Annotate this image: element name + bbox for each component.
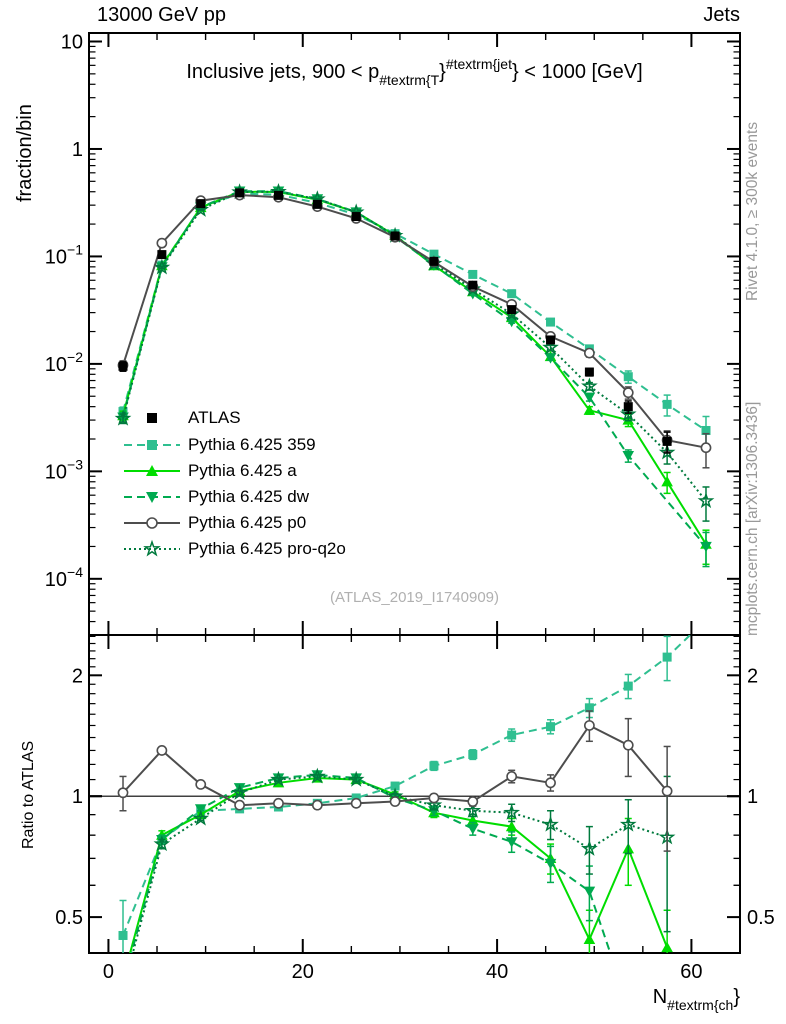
mcplots-reference-note: mcplots.cern.ch [arXiv:1306.3436]: [744, 401, 761, 636]
svg-text:1: 1: [72, 786, 83, 808]
svg-text:1: 1: [747, 786, 758, 808]
plot-title-brace2: }: [511, 61, 519, 83]
plot-title-superscript: #textrm{jet: [445, 56, 512, 72]
series-pythia-6-425-359: [118, 635, 692, 953]
x-axis-title-close: }: [733, 986, 740, 1008]
legend-swatch-pythia-a: [124, 465, 180, 476]
beam-energy-label: 13000 GeV pp: [97, 4, 226, 26]
plot-title-prefix: Inclusive jets, 900 < p: [186, 61, 380, 83]
legend-item-pythia-dw: Pythia 6.425 dw: [122, 486, 309, 508]
legend-label-pythia-pro-q2o: Pythia 6.425 pro-q2o: [188, 539, 346, 558]
legend-swatch-pythia-pro-q2o: [124, 539, 180, 557]
legend-swatch-pythia-dw: [124, 492, 180, 503]
legend-label-pythia-dw: Pythia 6.425 dw: [188, 487, 309, 506]
svg-text:10−1: 10−1: [45, 241, 83, 268]
legend-item-pythia-359: Pythia 6.425 359: [122, 434, 316, 456]
series-pythia-6-425-dw: [130, 770, 612, 953]
main-y-axis-title: fraction/bin: [14, 104, 36, 202]
legend-label-pythia-a: Pythia 6.425 a: [188, 461, 297, 480]
svg-text:2: 2: [72, 665, 83, 687]
ratio-y-axis-title: Ratio to ATLAS: [20, 740, 37, 849]
svg-text:2: 2: [747, 665, 758, 687]
legend-swatch-atlas: [147, 413, 157, 423]
legend-item-pythia-p0: Pythia 6.425 p0: [122, 512, 306, 534]
series-atlas: [118, 188, 672, 454]
svg-text:1: 1: [72, 139, 83, 161]
svg-text:60: 60: [680, 961, 702, 983]
panel-axes-ratio: 0 20 40 60 2 2 1 1 0.5 0.5: [55, 634, 775, 983]
legend-label-pythia-359: Pythia 6.425 359: [188, 435, 316, 454]
svg-text:10−3: 10−3: [45, 456, 83, 483]
svg-text:20: 20: [292, 961, 314, 983]
x-axis-title-subscript: #textrm{ch: [667, 997, 734, 1013]
svg-text:40: 40: [486, 961, 508, 983]
analysis-id-watermark: (ATLAS_2019_I1740909): [329, 589, 499, 606]
svg-text:10−4: 10−4: [45, 564, 83, 591]
legend-label-atlas: ATLAS: [188, 408, 241, 427]
legend-swatch-pythia-359: [124, 440, 180, 450]
legend-swatch-pythia-p0: [124, 517, 180, 529]
svg-text:0.5: 0.5: [55, 907, 83, 929]
svg-text:0.5: 0.5: [747, 907, 775, 929]
rivet-version-note: Rivet 4.1.0, ≥ 300k events: [744, 121, 761, 301]
plot-title-subscript: #textrm{T: [379, 72, 440, 88]
svg-text:10−2: 10−2: [45, 349, 83, 376]
plot-title-brace1: }: [439, 61, 446, 83]
svg-text:0: 0: [103, 961, 114, 983]
svg-text:10: 10: [61, 32, 83, 54]
legend-item-pythia-a: Pythia 6.425 a: [122, 460, 297, 482]
plot-title: Inclusive jets, 900 < p#textrm{T}#textrm…: [89, 56, 740, 88]
plot-title-suffix: < 1000 [GeV]: [518, 61, 643, 83]
legend-item-atlas: ATLAS: [122, 407, 241, 429]
x-axis-title: N#textrm{ch}: [540, 986, 740, 1013]
legend-item-pythia-pro-q2o: Pythia 6.425 pro-q2o: [122, 538, 346, 560]
x-axis-title-base: N: [652, 986, 668, 1008]
series-pythia-6-425-p0: [117, 710, 673, 852]
legend-label-pythia-p0: Pythia 6.425 p0: [188, 513, 307, 532]
analysis-group-label: Jets: [703, 4, 740, 26]
